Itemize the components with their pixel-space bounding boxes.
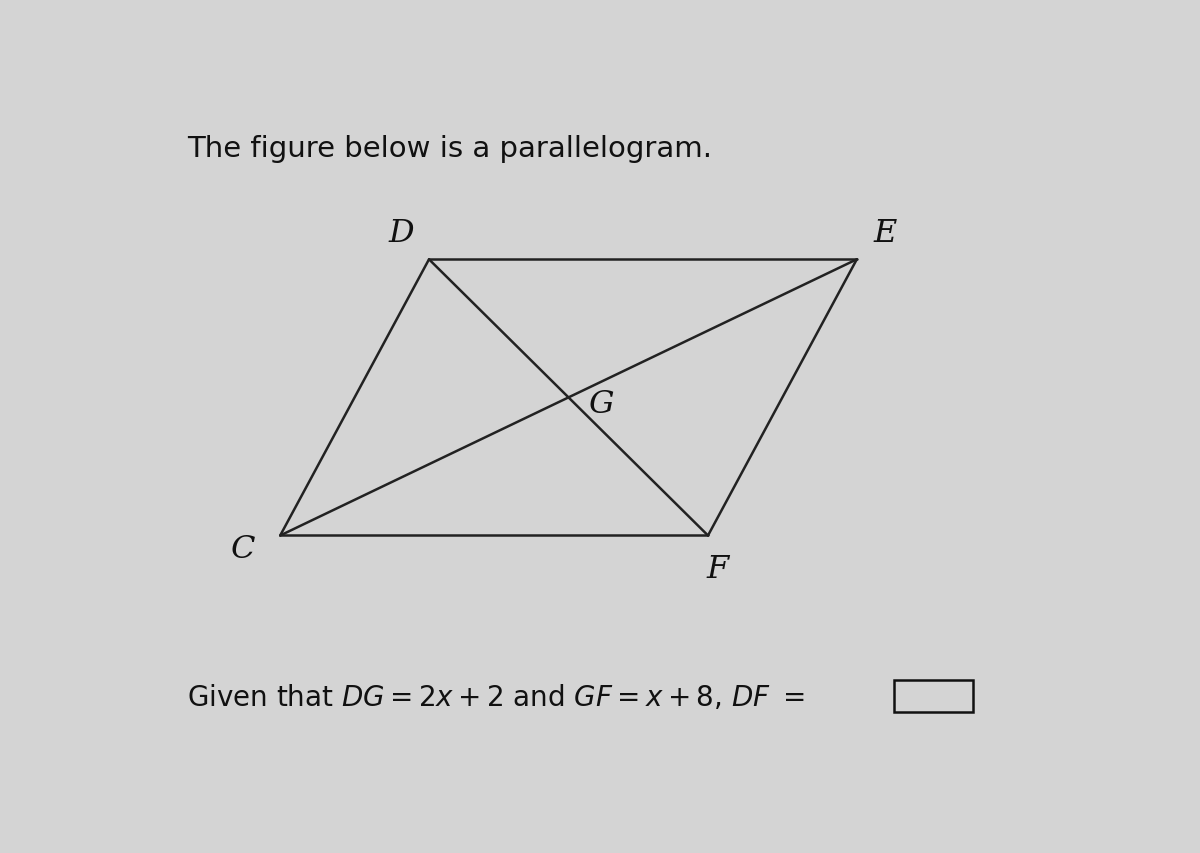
Text: G: G <box>588 389 614 420</box>
Text: C: C <box>230 533 256 565</box>
Text: Given that $\mathit{DG} = 2x + 2$ and $\mathit{GF} = x + 8$, $\mathit{DF}$ $=$: Given that $\mathit{DG} = 2x + 2$ and $\… <box>187 682 805 711</box>
Bar <box>894 681 973 712</box>
Text: D: D <box>389 218 414 249</box>
Text: The figure below is a parallelogram.: The figure below is a parallelogram. <box>187 135 713 162</box>
Text: E: E <box>874 218 896 249</box>
Text: F: F <box>706 554 728 584</box>
